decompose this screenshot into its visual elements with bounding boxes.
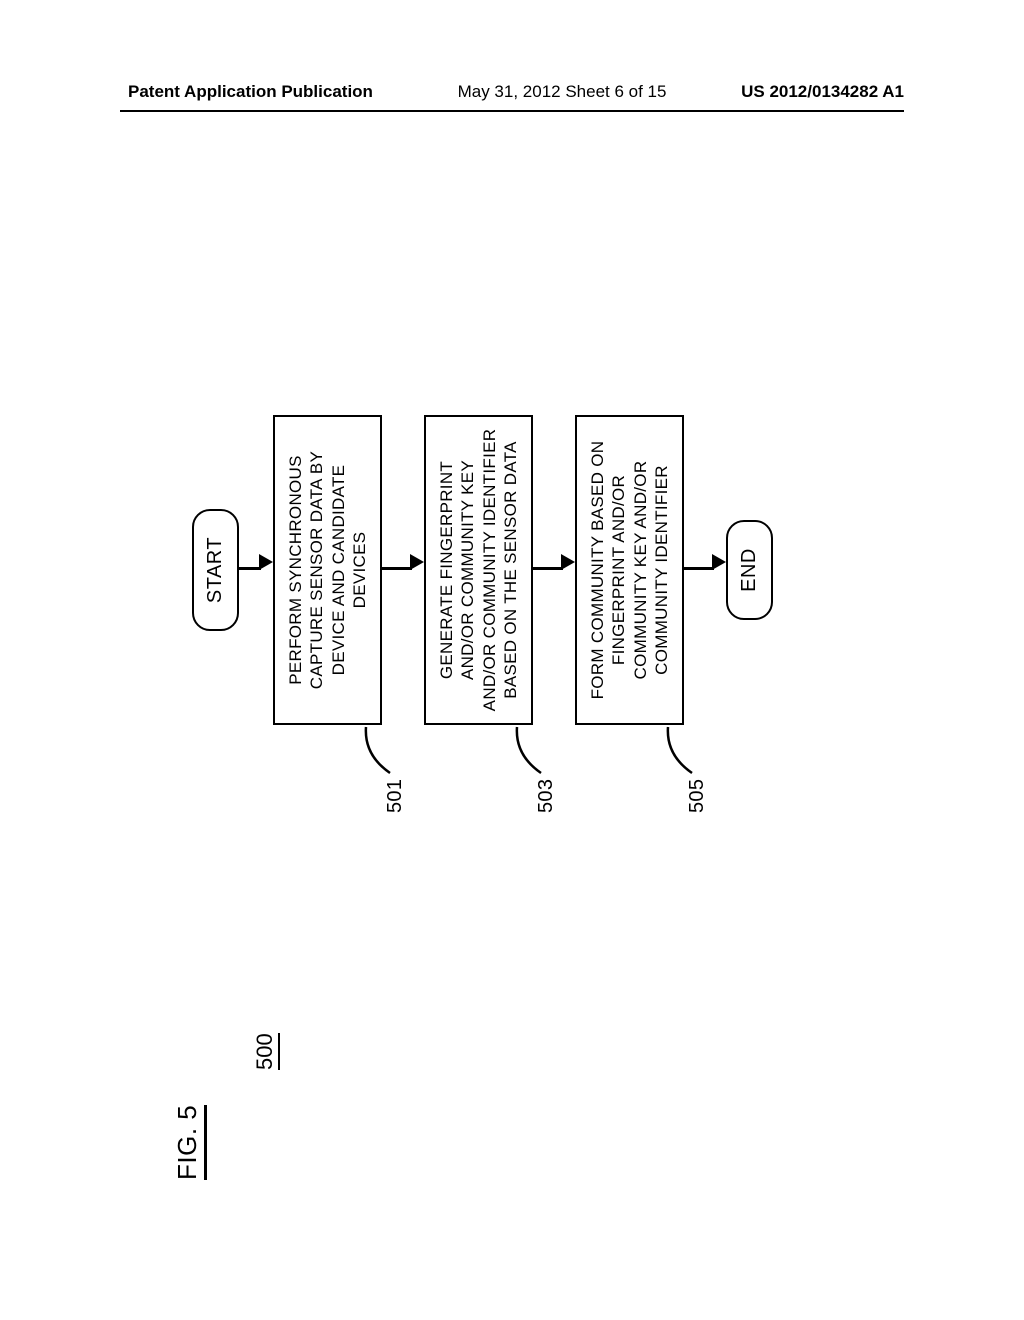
process-step-3-text: FORM COMMUNITY BASED ON FINGERPRINT AND/… <box>588 441 671 700</box>
header-mid: May 31, 2012 Sheet 6 of 15 <box>458 82 667 102</box>
process-step-2: GENERATE FINGERPRINT AND/OR COMMUNITY KE… <box>424 415 533 725</box>
ref-label-2: 503 <box>534 779 559 813</box>
figure-label: FIG. 5 <box>172 1105 207 1180</box>
figure-rotated-container: FIG. 5 500 START PERFORM SYNCHRONOUS CAP… <box>152 110 872 1210</box>
flowchart: START PERFORM SYNCHRONOUS CAPTURE SENSOR… <box>192 390 773 750</box>
ref-curve-icon <box>664 725 694 775</box>
end-terminal: END <box>726 520 773 620</box>
ref-curve-icon <box>513 725 543 775</box>
process-step-1: PERFORM SYNCHRONOUS CAPTURE SENSOR DATA … <box>273 415 382 725</box>
start-terminal: START <box>192 509 239 631</box>
process-step-3: FORM COMMUNITY BASED ON FINGERPRINT AND/… <box>575 415 684 725</box>
header-left: Patent Application Publication <box>128 82 373 102</box>
process-step-2-text: GENERATE FINGERPRINT AND/OR COMMUNITY KE… <box>437 429 520 712</box>
process-step-1-text: PERFORM SYNCHRONOUS CAPTURE SENSOR DATA … <box>286 451 369 689</box>
ref-curve-icon <box>362 725 392 775</box>
figure-number: 500 <box>252 1033 280 1070</box>
ref-label-3: 505 <box>685 779 710 813</box>
header-right: US 2012/0134282 A1 <box>741 82 904 102</box>
page-header: Patent Application Publication May 31, 2… <box>0 82 1024 102</box>
ref-label-1: 501 <box>383 779 408 813</box>
